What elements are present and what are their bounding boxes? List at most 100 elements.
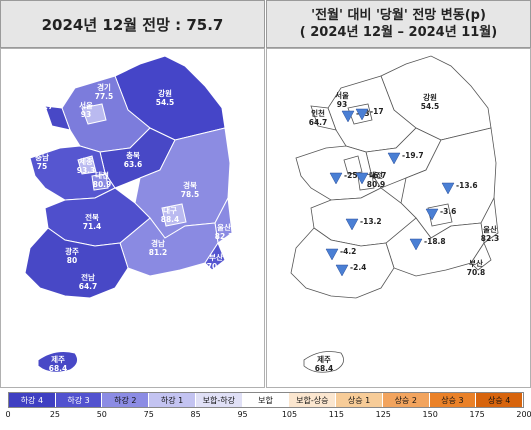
left-region-name: 강원	[158, 88, 172, 98]
incheon-region	[44, 105, 71, 131]
left-region-value: 82.3	[215, 232, 234, 241]
right-region-value: 64.7	[309, 118, 328, 127]
change-value-label: -25	[344, 171, 358, 180]
right-region-value: 80.9	[367, 180, 386, 189]
legend-tick-label: 50	[96, 410, 107, 419]
right-korea-map: -93-17-19.7-25-6.7-13.6-3.6-13.2-18.8-4.…	[290, 55, 499, 373]
right-region-value: 68.4	[315, 364, 334, 373]
left-region-name: 대전	[95, 170, 109, 180]
decrease-triangle-icon	[335, 264, 349, 277]
left-region-value: 80	[67, 256, 77, 265]
left-region-name: 광주	[65, 246, 79, 256]
jeonnam-outline	[290, 227, 395, 299]
left-region-name: 경기	[97, 82, 111, 92]
left-region-value: 64.7	[79, 282, 98, 291]
legend: 하강 4 하강 3 하강 2 하강 1 보합-하강 보합 보합-상승 상승 1 상승 2 상승 3…	[5, 392, 531, 422]
decrease-triangle-icon	[441, 182, 455, 195]
busan-outline	[470, 242, 492, 271]
legend-tick-label: 0	[5, 410, 11, 419]
change-value-label: -2.4	[350, 263, 366, 272]
left-region-value: 78.5	[181, 190, 200, 199]
change-value-label: -19.7	[402, 151, 424, 160]
left-region-value: 77.5	[95, 92, 114, 101]
left-region-name: 울산	[217, 222, 231, 232]
legend-item: 하강 4	[9, 393, 56, 407]
decrease-triangle-icon	[345, 218, 359, 231]
legend-tick-label: 200	[516, 410, 531, 419]
decrease-triangle-icon	[355, 172, 369, 185]
right-region-name: 강원	[423, 92, 437, 102]
right-region-name: 인천	[311, 108, 325, 118]
legend-item: 보합	[242, 393, 290, 407]
decrease-triangle-icon	[355, 108, 369, 121]
left-region-value: 93.3	[77, 166, 96, 175]
legend-item: 하강 2	[102, 393, 150, 407]
left-region-name: 전북	[85, 212, 99, 222]
decrease-triangle-icon	[387, 152, 401, 165]
right-region-name: 제주	[317, 354, 331, 364]
legend-item: 상승 1	[336, 393, 383, 407]
right-region-value: 70.8	[467, 268, 486, 277]
daejeon-region	[91, 173, 109, 191]
sejong-region	[77, 155, 97, 175]
decrease-triangle-icon	[325, 248, 339, 261]
right-region-name: 서울	[335, 90, 349, 100]
left-region-value: 75	[37, 162, 47, 171]
right-region-name: 부산	[469, 258, 483, 268]
left-region-value: 70.8	[207, 262, 226, 271]
legend-tick-label: 115	[328, 410, 344, 419]
left-region-value: 71.4	[83, 222, 102, 231]
jeju-region	[37, 351, 79, 373]
seoul-region	[81, 103, 107, 125]
right-panel-title-line1: '전월' 대비 '당월' 전망 변동(p)	[311, 8, 486, 23]
left-region-value: 54.5	[156, 98, 175, 107]
change-value-label: -13.6	[456, 181, 478, 190]
change-value-label: -17	[370, 107, 384, 116]
left-region-name: 제주	[51, 354, 65, 364]
change-value-label: -3.6	[440, 207, 456, 216]
change-value-label: -13.2	[360, 217, 382, 226]
legend-tick-label: 150	[422, 410, 438, 419]
legend-item: 하강 1	[149, 393, 196, 407]
change-value-label: -18.8	[424, 237, 446, 246]
sejong-outline	[343, 155, 363, 175]
left-region-value: 63.6	[124, 160, 143, 169]
left-region-name: 전남	[81, 272, 95, 282]
left-region-value: 68.4	[49, 364, 68, 373]
legend-tick-label: 95	[237, 410, 248, 419]
left-region-name: 세종	[79, 156, 93, 166]
left-region-name: 경북	[183, 180, 197, 190]
legend-item: 보합-하강	[195, 393, 243, 407]
left-panel-title-text: 2024년 12월 전망 : 75.7	[41, 15, 224, 34]
change-value-label: -4.2	[340, 247, 356, 256]
right-region-name: 울산	[483, 224, 497, 234]
decrease-triangle-icon	[341, 110, 355, 123]
legend-tick-label: 105	[281, 410, 298, 419]
left-region-name: 인천	[37, 92, 51, 102]
legend-item: 하강 3	[55, 393, 103, 407]
right-change-markers: -93-17-19.7-25-6.7-13.6-3.6-13.2-18.8-4.…	[325, 107, 478, 277]
legend-item: 상승 3	[429, 393, 477, 407]
left-panel-title: 2024년 12월 전망 : 75.7	[0, 0, 265, 48]
legend-item: 보합-상승	[289, 393, 337, 407]
legend-ticks: 0 25 50 75 85 95 105 115 125 150 175 200	[5, 408, 531, 422]
legend-tick-label: 85	[190, 410, 201, 419]
jeonnam-region	[24, 227, 129, 299]
left-region-name: 부산	[209, 252, 223, 262]
legend-tick-label: 75	[143, 410, 154, 419]
left-map-frame	[0, 48, 265, 388]
jeju-outline	[303, 351, 344, 373]
left-region-value: 88.4	[161, 215, 180, 224]
right-region-value: 93	[337, 100, 347, 109]
left-region-value: 64.7	[35, 102, 54, 111]
left-region-value: 93	[81, 110, 91, 119]
right-region-name: 대전	[369, 170, 383, 180]
legend-color-bar: 하강 4 하강 3 하강 2 하강 1 보합-하강 보합 보합-상승 상승 1 상승 2 상승 3…	[8, 392, 524, 408]
right-region-value: 54.5	[421, 102, 440, 111]
incheon-outline	[310, 105, 337, 131]
legend-tick-label: 125	[375, 410, 391, 419]
legend-tick-label: 25	[49, 410, 60, 419]
left-region-value: 80.9	[93, 180, 112, 189]
left-region-name: 경남	[151, 238, 165, 248]
